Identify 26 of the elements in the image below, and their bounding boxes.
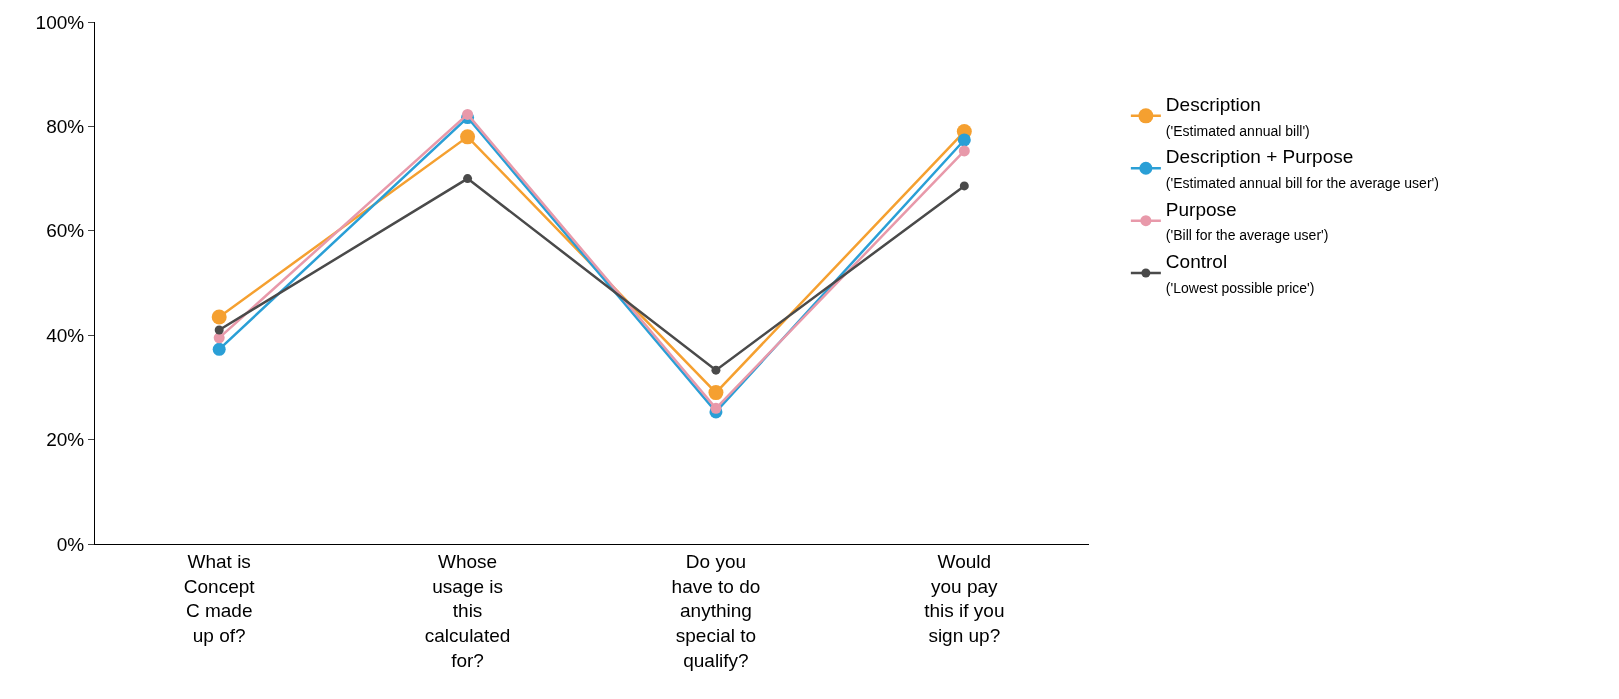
- point: [957, 133, 971, 147]
- point: [460, 129, 476, 145]
- x-tick-label: Do you have to do anything special to qualify?: [671, 550, 761, 671]
- point: [463, 174, 473, 184]
- point: [958, 145, 970, 157]
- y-tick-label: 80%: [46, 116, 85, 138]
- y-tick-label: 0%: [56, 533, 85, 555]
- point: [214, 325, 224, 335]
- legend-label: Description + Purpose ('Estimated annual bill for the average user'): [1165, 146, 1439, 191]
- x-tick-label: Whose usage is this calculated for?: [424, 550, 511, 671]
- point: [711, 365, 721, 375]
- point: [462, 108, 474, 120]
- point: [708, 385, 724, 401]
- legend-label: Purpose ('Bill for the average user'): [1165, 198, 1329, 244]
- x-tick-label: What is Concept C made up of?: [183, 550, 256, 646]
- point: [959, 181, 969, 191]
- y-tick-label: 20%: [46, 429, 85, 451]
- y-tick-label: 100%: [35, 11, 85, 33]
- legend-label: Description ('Estimated annual bill'): [1165, 93, 1310, 139]
- point: [212, 342, 226, 356]
- x-tick-label: Would you pay this if you sign up?: [924, 550, 1005, 646]
- y-tick-label: 40%: [46, 324, 85, 346]
- legend-label: Control ('Lowest possible price'): [1165, 251, 1315, 296]
- point: [710, 402, 722, 414]
- y-tick-label: 60%: [46, 220, 85, 242]
- point: [211, 309, 227, 325]
